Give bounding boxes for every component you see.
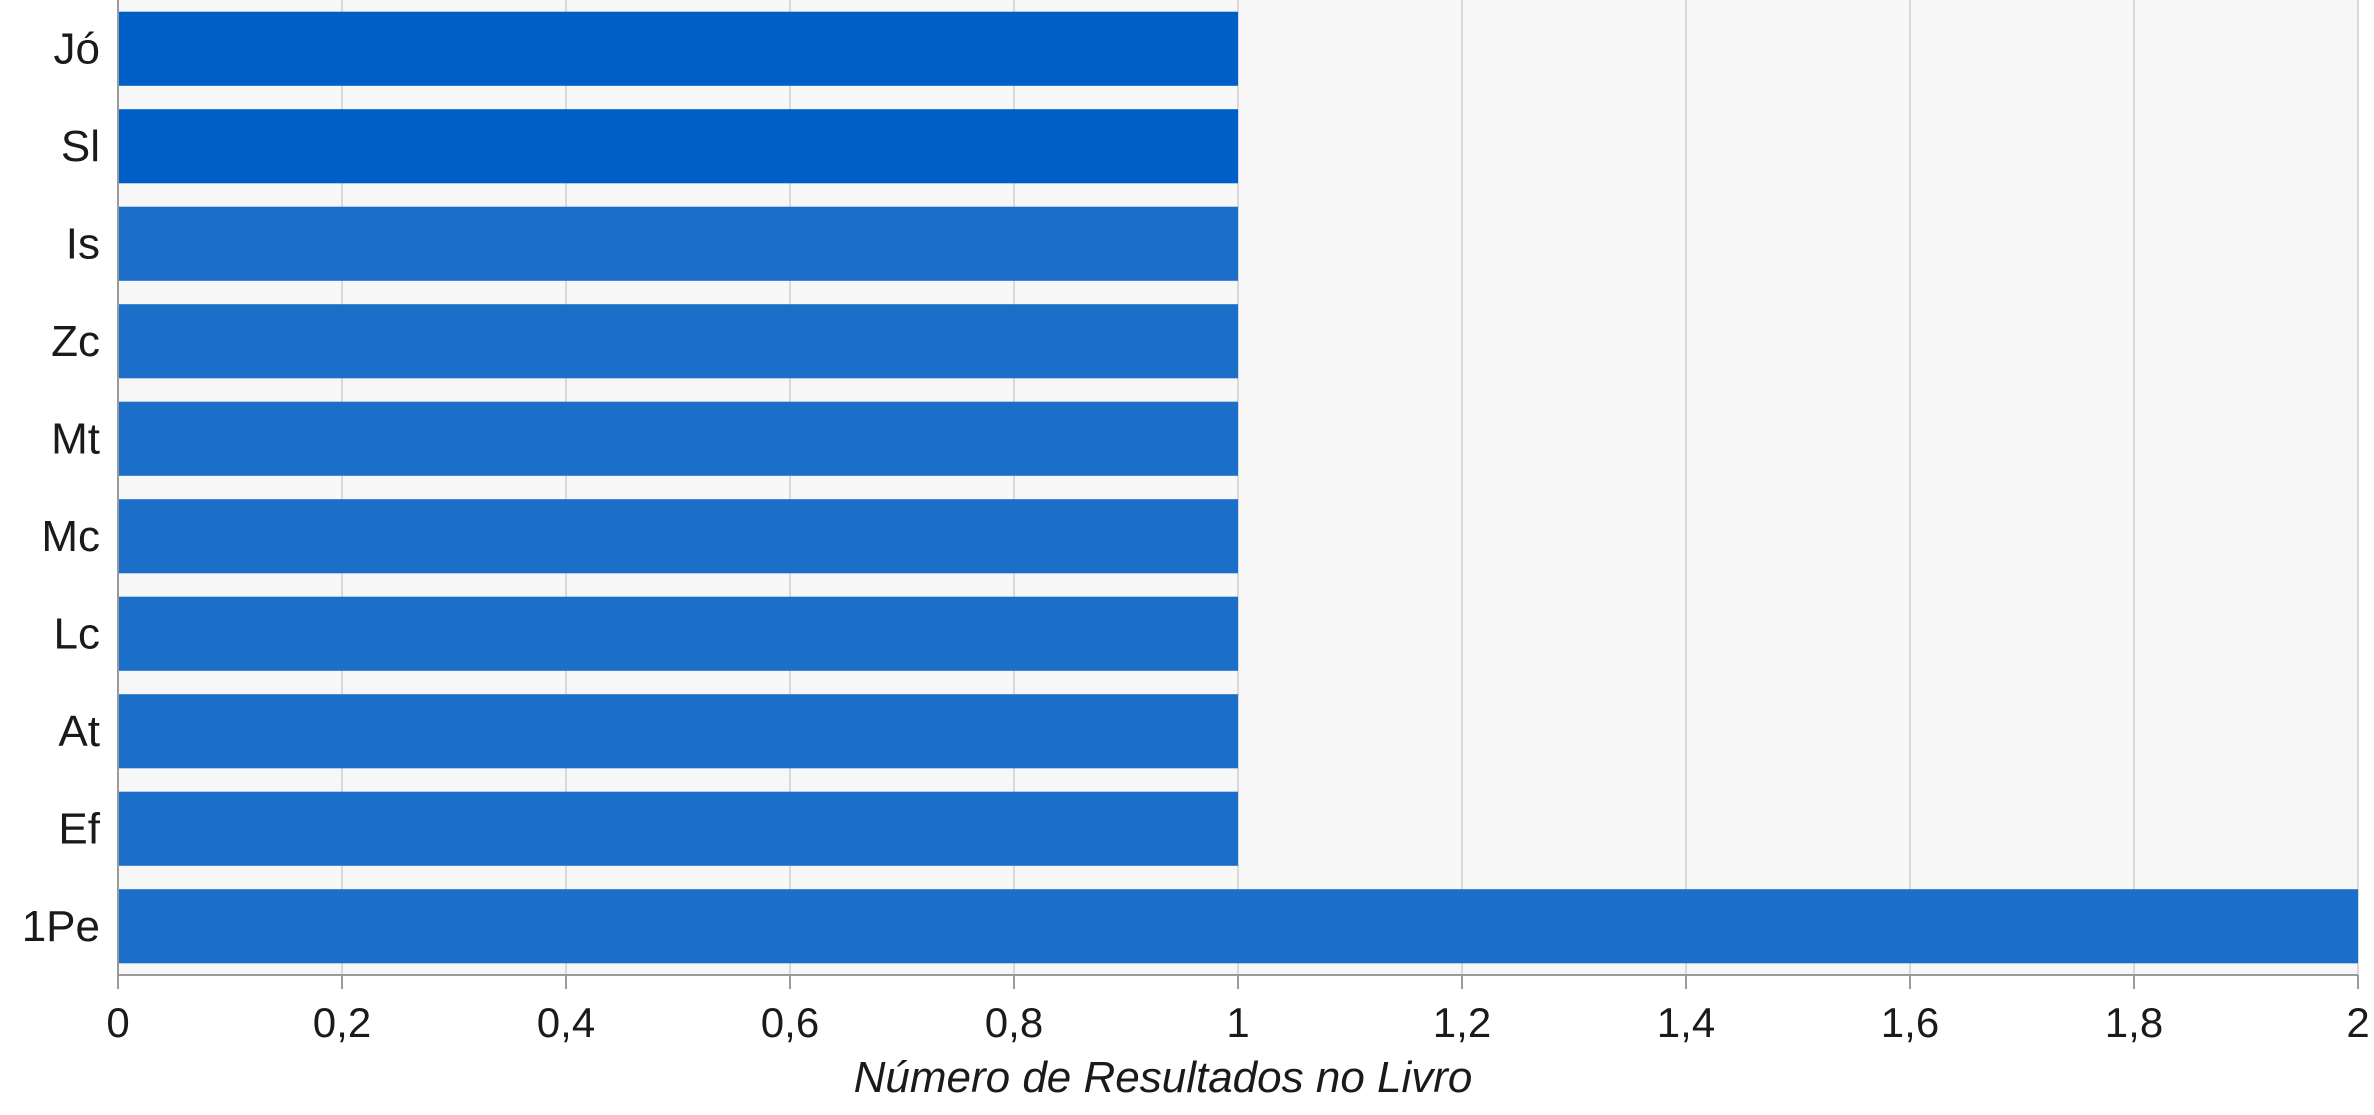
x-tick-label: 1,4 (1657, 999, 1715, 1046)
x-tick-label: 0,6 (761, 999, 819, 1046)
x-tick-labels: 0 0,2 0,4 0,6 0,8 1 1,2 1,4 1,6 1,8 2 (106, 999, 2369, 1046)
bar (118, 499, 1238, 573)
x-tick-label: 1 (1226, 999, 1249, 1046)
y-tick-label: Sl (61, 122, 100, 171)
y-tick-label: At (58, 707, 100, 756)
x-axis-title: Número de Resultados no Livro (854, 1053, 1473, 1102)
y-tick-label: Ef (58, 804, 100, 853)
y-tick-label: Zc (51, 317, 100, 366)
y-tick-labels: Jó Sl Is Zc Mt Mc Lc At Ef 1Pe (22, 24, 101, 951)
x-tick-label: 1,8 (2105, 999, 2163, 1046)
x-tick-label: 0,2 (313, 999, 371, 1046)
bar (118, 889, 2358, 963)
bar (118, 109, 1238, 183)
y-tick-label: Lc (54, 609, 100, 658)
bar (118, 694, 1238, 768)
bar (118, 207, 1238, 281)
x-tick-label: 2 (2346, 999, 2369, 1046)
y-tick-label: 1Pe (22, 902, 100, 951)
y-tick-label: Is (66, 219, 100, 268)
x-tick-label: 0,8 (985, 999, 1043, 1046)
y-tick-label: Mt (51, 414, 100, 463)
bar (118, 12, 1238, 86)
bar (118, 792, 1238, 866)
bar (118, 304, 1238, 378)
bar (118, 402, 1238, 476)
x-tick-label: 1,2 (1433, 999, 1491, 1046)
x-tick-label: 1,6 (1881, 999, 1939, 1046)
y-tick-label: Mc (41, 512, 100, 561)
y-tick-label: Jó (54, 24, 100, 73)
bar (118, 597, 1238, 671)
x-tick-label: 0 (106, 999, 129, 1046)
x-tick-label: 0,4 (537, 999, 595, 1046)
